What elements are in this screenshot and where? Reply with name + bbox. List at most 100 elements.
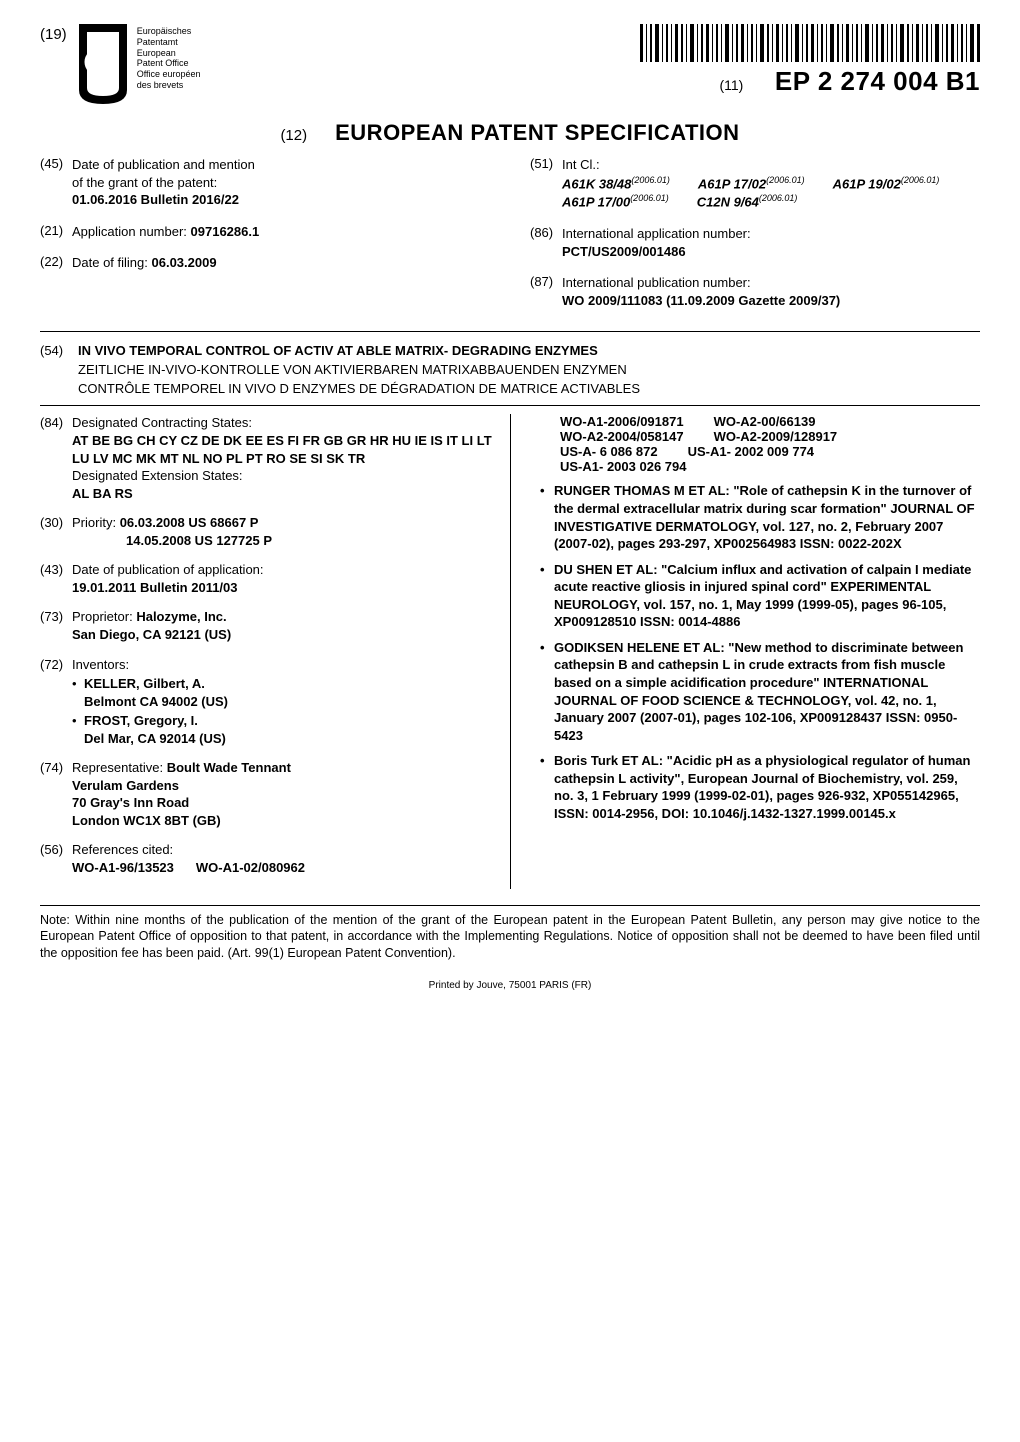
- spine-label: EP 2 274 004 B1: [0, 1230, 6, 1412]
- field-num: (45): [40, 156, 63, 171]
- epo-logo-block: Europäisches Patentamt European Patent O…: [75, 24, 201, 106]
- label: Int Cl.:: [562, 156, 980, 174]
- cls-item: C12N 9/64(2006.01): [697, 192, 798, 211]
- field-num: (74): [40, 759, 63, 777]
- invention-titles: (54) IN VIVO TEMPORAL CONTROL OF ACTIV A…: [40, 342, 980, 397]
- title-de-row: ZEITLICHE IN-VIVO-KONTROLLE VON AKTIVIER…: [40, 361, 980, 378]
- field-num: (86): [530, 225, 553, 240]
- int-cl: (51) Int Cl.: A61K 38/48(2006.01) A61P 1…: [530, 156, 980, 211]
- field-num: (84): [40, 414, 63, 432]
- cls-year: (2006.01): [630, 193, 669, 203]
- label: International publication number:: [562, 274, 980, 292]
- ref-row: WO-A1-2006/091871WO-A2-00/66139: [546, 414, 980, 429]
- pub-application-date: (43) Date of publication of application:…: [40, 561, 492, 596]
- priority-line: 14.05.2008 US 127725 P: [72, 532, 492, 550]
- references-cited: (56) References cited: WO-A1-96/13523 WO…: [40, 841, 492, 876]
- inventor-item: FROST, Gregory, I. Del Mar, CA 92014 (US…: [72, 712, 492, 747]
- value: 06.03.2009: [152, 255, 217, 270]
- proprietor-addr: San Diego, CA 92121 (US): [72, 626, 492, 644]
- citation: Boris Turk ET AL: "Acidic pH as a physio…: [528, 752, 980, 822]
- value: AT BE BG CH CY CZ DE DK EE ES FI FR GB G…: [72, 432, 492, 467]
- cls-year: (2006.01): [631, 175, 670, 185]
- references-continued: WO-A1-2006/091871WO-A2-00/66139 WO-A2-20…: [528, 414, 980, 474]
- ref-id: WO-A2-2009/128917: [714, 429, 838, 444]
- label: Proprietor:: [72, 609, 133, 624]
- proprietor-name: Halozyme, Inc.: [136, 609, 226, 624]
- barcode-icon: [640, 24, 980, 62]
- inventors: (72) Inventors: KELLER, Gilbert, A. Belm…: [40, 656, 492, 748]
- cls-item: A61P 19/02(2006.01): [833, 174, 940, 193]
- label: Representative:: [72, 760, 163, 775]
- header-row: (19) Europäisches Patentamt European Pat…: [40, 24, 980, 106]
- label: Date of filing:: [72, 255, 148, 270]
- title-fr: CONTRÔLE TEMPOREL IN VIVO D ENZYMES DE D…: [78, 381, 640, 396]
- application-number: (21) Application number: 09716286.1: [40, 223, 490, 241]
- barcode-block: (11) EP 2 274 004 B1: [640, 24, 980, 97]
- label: References cited:: [72, 841, 492, 859]
- field-num: (43): [40, 561, 63, 579]
- value: WO 2009/111083 (11.09.2009 Gazette 2009/…: [562, 292, 980, 310]
- separator: [40, 331, 980, 332]
- epo-logo-icon: [75, 24, 131, 106]
- designated-states: (84) Designated Contracting States: AT B…: [40, 414, 492, 502]
- text-line: Date of publication and mention: [72, 156, 490, 174]
- filing-date: (22) Date of filing: 06.03.2009: [40, 254, 490, 272]
- intl-publication: (87) International publication number: W…: [530, 274, 980, 309]
- field-19: (19): [40, 26, 67, 43]
- grant-date: (45) Date of publication and mention of …: [40, 156, 490, 209]
- field-num: (56): [40, 841, 63, 859]
- patent-page: (19) Europäisches Patentamt European Pat…: [0, 0, 1020, 1015]
- cls-item: A61P 17/00(2006.01): [562, 192, 669, 211]
- meta-right-col: (51) Int Cl.: A61K 38/48(2006.01) A61P 1…: [530, 156, 980, 323]
- doc-title: EUROPEAN PATENT SPECIFICATION: [335, 120, 739, 146]
- logo-text-line: Patentamt: [137, 37, 201, 48]
- field-num: (54): [40, 343, 72, 358]
- body-two-col: (84) Designated Contracting States: AT B…: [40, 405, 980, 888]
- rep-line: 70 Gray's Inn Road: [72, 794, 492, 812]
- intl-application: (86) International application number: P…: [530, 225, 980, 260]
- ref-row: US-A- 6 086 872US-A1- 2002 009 774: [546, 444, 980, 459]
- inventor-name: KELLER, Gilbert, A.: [84, 675, 492, 693]
- priority-line: 06.03.2008 US 68667 P: [120, 515, 259, 530]
- field-12: (12): [280, 127, 307, 144]
- title-fr-row: CONTRÔLE TEMPOREL IN VIVO D ENZYMES DE D…: [40, 380, 980, 397]
- cls-year: (2006.01): [766, 175, 805, 185]
- label: Inventors:: [72, 656, 492, 674]
- logo-text-line: des brevets: [137, 80, 201, 91]
- inventor-addr: Del Mar, CA 92014 (US): [84, 730, 492, 748]
- printer-line: Printed by Jouve, 75001 PARIS (FR): [40, 980, 980, 991]
- field-num: (30): [40, 514, 63, 532]
- ref-row: US-A1- 2003 026 794: [546, 459, 980, 474]
- rep-line: London WC1X 8BT (GB): [72, 812, 492, 830]
- classification-grid: A61K 38/48(2006.01) A61P 17/02(2006.01) …: [562, 174, 980, 212]
- field-num: (22): [40, 254, 63, 269]
- cls-year: (2006.01): [901, 175, 940, 185]
- ref-row: WO-A2-2004/058147 WO-A2-2009/128917: [546, 429, 980, 444]
- ref-id: WO-A1-2006/091871: [560, 414, 684, 429]
- body-left-col: (84) Designated Contracting States: AT B…: [40, 414, 510, 888]
- label: Date of publication of application:: [72, 561, 492, 579]
- cls-code: A61P 19/02: [833, 176, 901, 191]
- field-num: (21): [40, 223, 63, 238]
- value: AL BA RS: [72, 485, 492, 503]
- value: 19.01.2011 Bulletin 2011/03: [72, 579, 492, 597]
- citation: RUNGER THOMAS M ET AL: "Role of cathepsi…: [528, 482, 980, 552]
- rep-line: Boult Wade Tennant: [167, 760, 291, 775]
- opposition-note: Note: Within nine months of the publicat…: [40, 905, 980, 963]
- logo-text-line: Patent Office: [137, 58, 201, 69]
- citation: GODIKSEN HELENE ET AL: "New method to di…: [528, 639, 980, 744]
- cls-code: A61P 17/00: [562, 195, 630, 210]
- epo-logo-text: Europäisches Patentamt European Patent O…: [137, 26, 201, 91]
- ref-id: WO-A2-2004/058147: [560, 429, 684, 444]
- citation: DU SHEN ET AL: "Calcium influx and activ…: [528, 561, 980, 631]
- value: PCT/US2009/001486: [562, 243, 980, 261]
- ref-id: US-A1- 2002 009 774: [688, 444, 814, 459]
- rep-line: Verulam Gardens: [72, 777, 492, 795]
- proprietor: (73) Proprietor: Halozyme, Inc. San Dieg…: [40, 608, 492, 643]
- cls-code: C12N 9/64: [697, 195, 759, 210]
- text-bold: 01.06.2016 Bulletin 2016/22: [72, 191, 490, 209]
- inventor-name: FROST, Gregory, I.: [84, 712, 492, 730]
- label: Priority:: [72, 515, 116, 530]
- meta-grid: (45) Date of publication and mention of …: [40, 156, 980, 323]
- cls-item: A61P 17/02(2006.01): [698, 174, 805, 193]
